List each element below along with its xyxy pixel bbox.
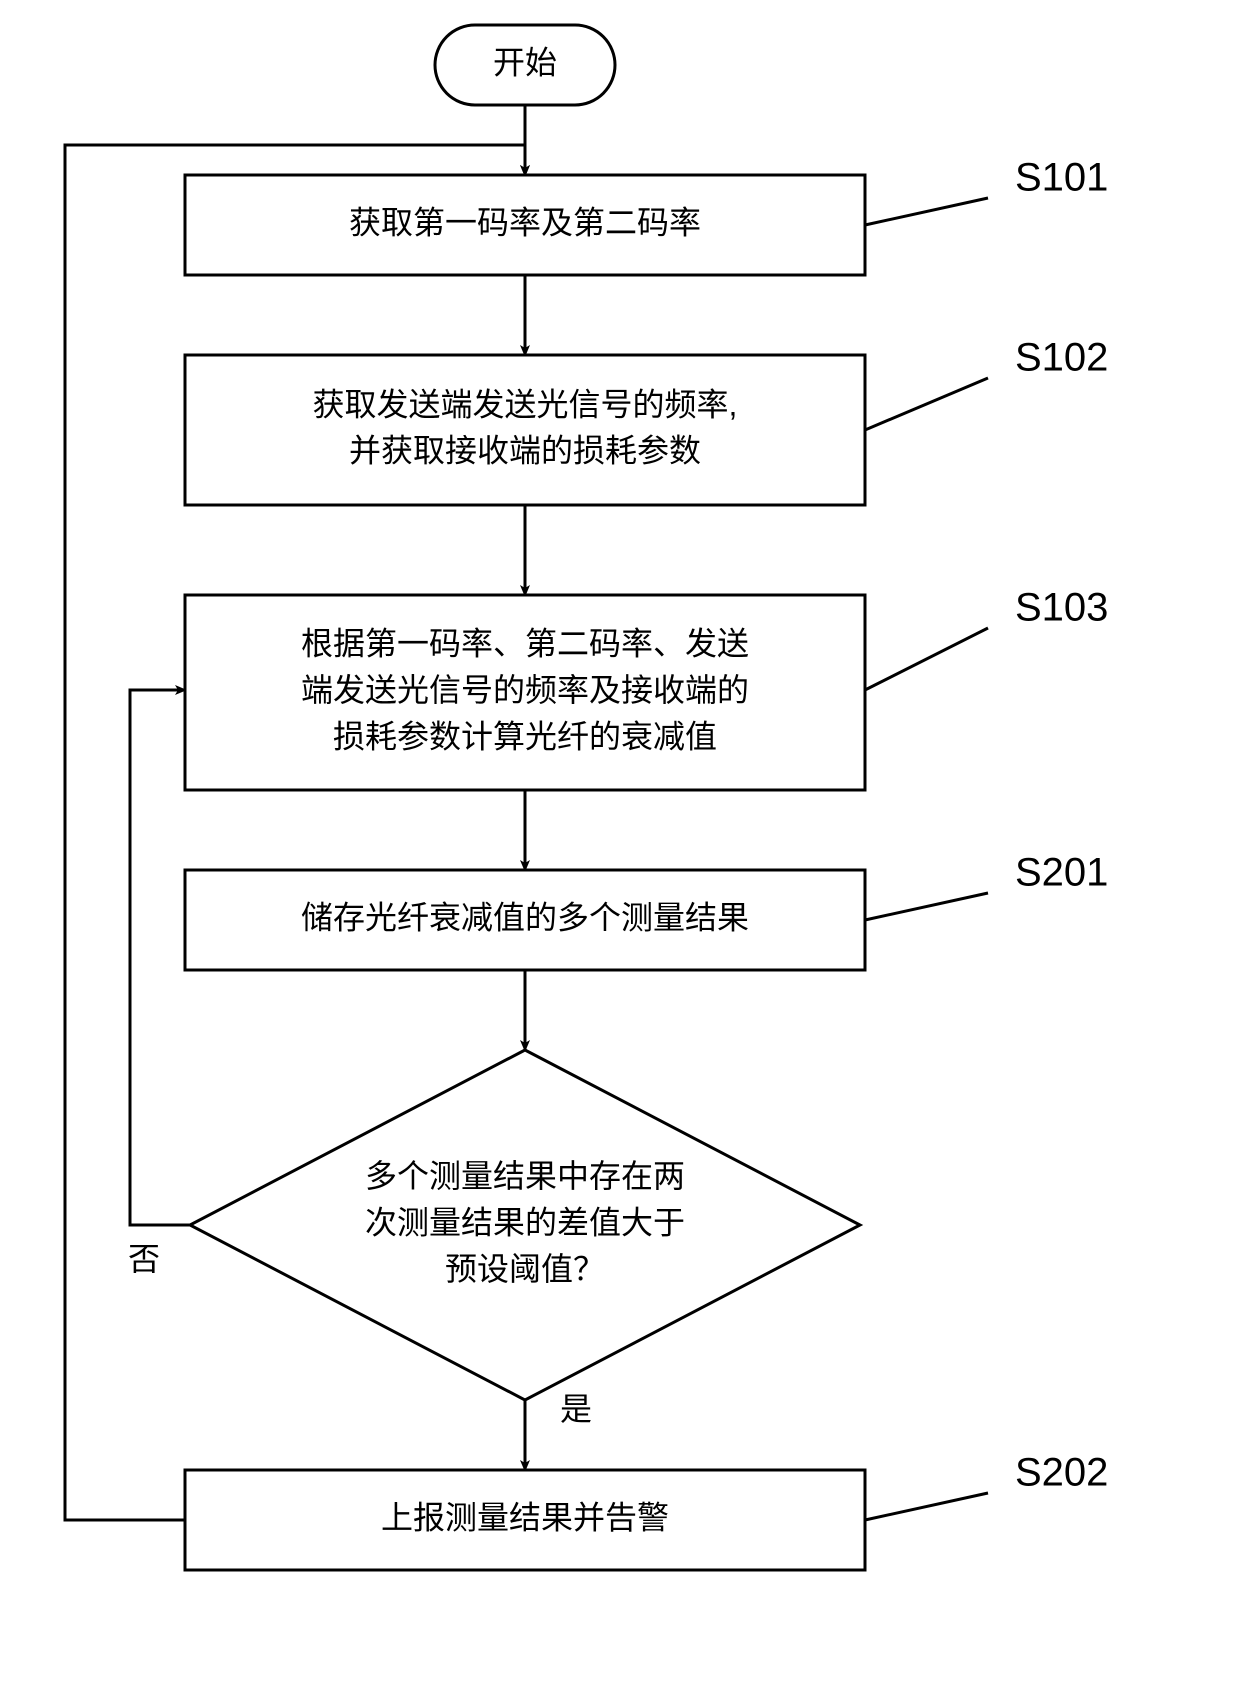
svg-text:上报测量结果并告警: 上报测量结果并告警 bbox=[381, 1499, 669, 1535]
svg-text:根据第一码率、第二码率、发送: 根据第一码率、第二码率、发送 bbox=[301, 626, 749, 662]
edge bbox=[865, 1493, 988, 1520]
svg-text:储存光纤衰减值的多个测量结果: 储存光纤衰减值的多个测量结果 bbox=[301, 899, 749, 935]
edge bbox=[130, 690, 190, 1225]
svg-text:并获取接收端的损耗参数: 并获取接收端的损耗参数 bbox=[349, 433, 701, 469]
process-s102 bbox=[185, 355, 865, 505]
svg-text:获取第一码率及第二码率: 获取第一码率及第二码率 bbox=[349, 204, 701, 240]
edge bbox=[865, 378, 988, 430]
step-label-s102: S102 bbox=[1015, 336, 1108, 380]
step-label-s202: S202 bbox=[1015, 1451, 1108, 1495]
branch-yes: 是 bbox=[560, 1391, 592, 1427]
step-label-s103: S103 bbox=[1015, 586, 1108, 630]
step-label-s201: S201 bbox=[1015, 851, 1108, 895]
edge bbox=[865, 198, 988, 225]
step-label-s101: S101 bbox=[1015, 156, 1108, 200]
svg-text:预设阈值？: 预设阈值？ bbox=[445, 1251, 605, 1287]
svg-text:多个测量结果中存在两: 多个测量结果中存在两 bbox=[365, 1158, 685, 1194]
svg-text:损耗参数计算光纤的衰减值: 损耗参数计算光纤的衰减值 bbox=[333, 718, 717, 754]
edge bbox=[865, 893, 988, 920]
svg-text:次测量结果的差值大于: 次测量结果的差值大于 bbox=[365, 1204, 685, 1240]
edge bbox=[865, 628, 988, 690]
svg-text:获取发送端发送光信号的频率,: 获取发送端发送光信号的频率, bbox=[313, 386, 738, 422]
branch-no: 否 bbox=[128, 1241, 160, 1277]
svg-text:端发送光信号的频率及接收端的: 端发送光信号的频率及接收端的 bbox=[301, 672, 749, 708]
svg-text:开始: 开始 bbox=[493, 44, 557, 80]
